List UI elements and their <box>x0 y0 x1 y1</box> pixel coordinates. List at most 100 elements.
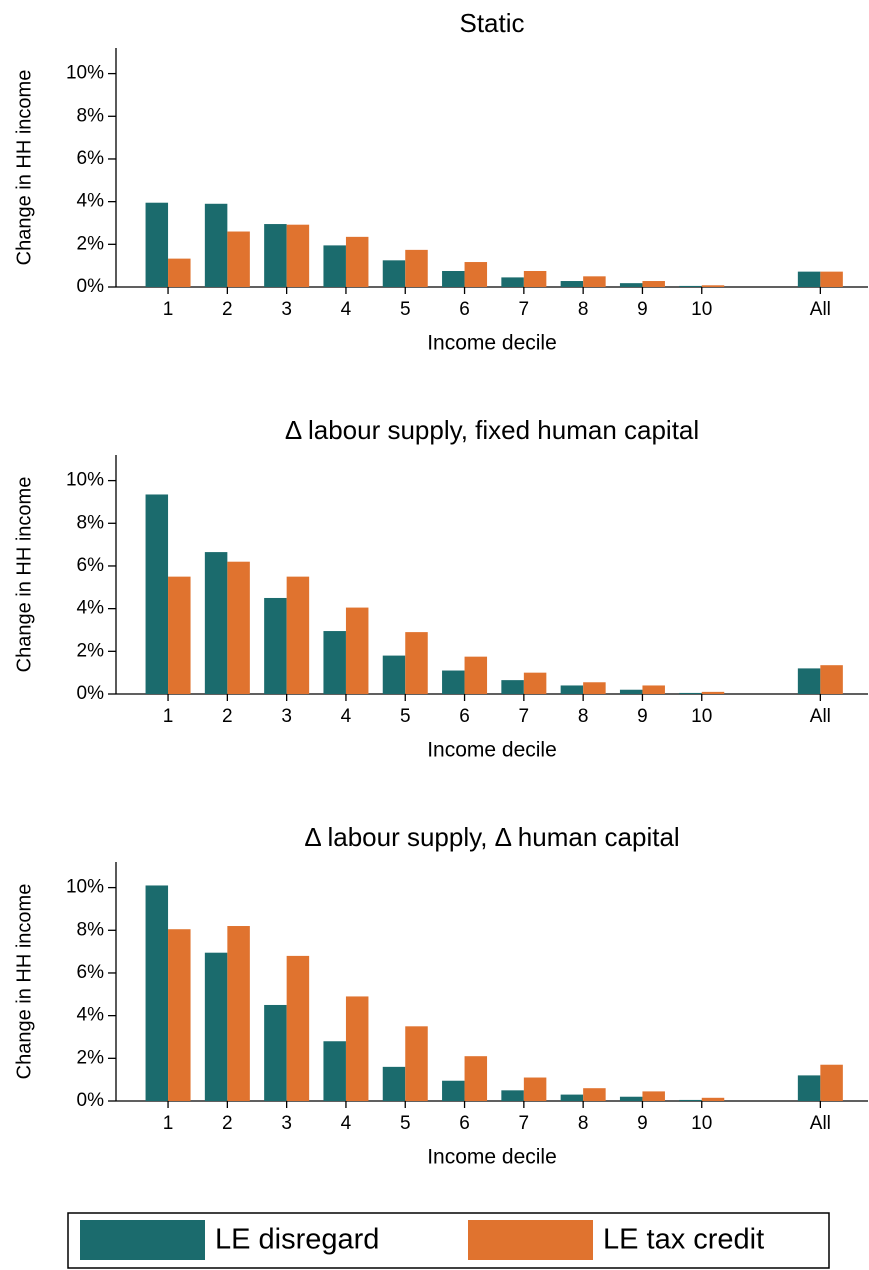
bar <box>168 929 191 1101</box>
x-tick-label: 8 <box>578 1113 589 1134</box>
y-tick-label: 4% <box>77 191 105 212</box>
chart-title: Δ labour supply, Δ human capital <box>304 822 679 852</box>
x-tick-label: 2 <box>222 1113 233 1134</box>
y-tick-label: 0% <box>77 276 105 297</box>
bar <box>583 682 606 694</box>
bar <box>323 631 346 694</box>
y-tick-label: 6% <box>77 148 105 169</box>
x-tick-label: 3 <box>281 706 292 727</box>
legend-label: LE disregard <box>215 1224 379 1256</box>
bar <box>204 952 228 1101</box>
bar <box>560 1094 584 1101</box>
bar <box>501 277 524 287</box>
bar <box>619 689 643 694</box>
x-tick-label: 8 <box>578 299 589 320</box>
bar <box>286 224 310 287</box>
bar <box>323 245 346 287</box>
y-tick-label: 2% <box>77 640 105 661</box>
x-tick-label: All <box>810 299 831 320</box>
bar <box>227 926 250 1101</box>
bar <box>145 202 169 287</box>
x-tick-label: 10 <box>691 706 712 727</box>
x-tick-label: 1 <box>163 706 174 727</box>
x-tick-label: 7 <box>519 706 530 727</box>
legend-box <box>67 1212 830 1269</box>
x-axis-label: Income decile <box>427 1146 557 1169</box>
x-tick-label: All <box>810 1113 831 1134</box>
bar <box>464 262 488 287</box>
y-tick-label: 6% <box>77 555 105 576</box>
bar <box>679 692 702 694</box>
y-axis-label: Change in HH income <box>13 477 35 673</box>
bar <box>204 552 228 694</box>
y-tick-label: 0% <box>77 1090 105 1111</box>
bar <box>264 224 287 287</box>
bar <box>227 561 250 694</box>
x-tick-label: 7 <box>519 299 530 320</box>
x-tick-label: 9 <box>637 706 648 727</box>
x-tick-label: 4 <box>341 299 352 320</box>
bar <box>619 283 643 287</box>
x-tick-label: 6 <box>459 1113 470 1134</box>
bar <box>701 691 725 694</box>
bar <box>382 655 406 694</box>
bar <box>168 576 191 694</box>
bar <box>168 258 191 287</box>
bar <box>820 665 843 694</box>
x-tick-label: 10 <box>691 299 712 320</box>
chart-title: Static <box>459 8 524 38</box>
bar <box>701 285 725 287</box>
bar <box>679 1099 702 1101</box>
bar <box>797 1075 821 1101</box>
bar <box>286 576 310 694</box>
bar <box>501 1090 524 1101</box>
y-tick-label: 6% <box>77 962 105 983</box>
x-tick-label: All <box>810 706 831 727</box>
bar <box>820 271 843 287</box>
y-tick-label: 8% <box>77 105 105 126</box>
bar <box>560 685 584 694</box>
legend-label: LE tax credit <box>603 1224 764 1256</box>
y-tick-label: 2% <box>77 233 105 254</box>
x-tick-label: 9 <box>637 299 648 320</box>
bar <box>405 249 428 287</box>
x-tick-label: 4 <box>341 706 352 727</box>
y-axis-label: Change in HH income <box>13 884 35 1080</box>
bar <box>523 1077 547 1101</box>
x-tick-label: 4 <box>341 1113 352 1134</box>
bar <box>583 1088 606 1101</box>
bar <box>145 494 169 694</box>
legend-swatch <box>468 1220 593 1260</box>
x-tick-label: 8 <box>578 706 589 727</box>
x-tick-label: 6 <box>459 706 470 727</box>
bar <box>642 685 665 694</box>
bar <box>442 1080 465 1101</box>
y-tick-label: 0% <box>77 683 105 704</box>
x-tick-label: 3 <box>281 1113 292 1134</box>
y-tick-label: 8% <box>77 512 105 533</box>
bar <box>642 281 665 287</box>
x-tick-label: 5 <box>400 1113 411 1134</box>
x-tick-label: 2 <box>222 299 233 320</box>
chart-title: Δ labour supply, fixed human capital <box>285 415 699 445</box>
bar <box>405 632 428 694</box>
bar <box>345 236 369 287</box>
x-tick-label: 10 <box>691 1113 712 1134</box>
x-tick-label: 1 <box>163 1113 174 1134</box>
bar <box>501 680 524 694</box>
y-tick-label: 10% <box>66 470 104 491</box>
x-axis-label: Income decile <box>427 739 557 762</box>
x-tick-label: 2 <box>222 706 233 727</box>
bar <box>227 231 250 287</box>
bar <box>442 270 465 287</box>
x-tick-label: 3 <box>281 299 292 320</box>
bar <box>323 1041 346 1101</box>
y-tick-label: 2% <box>77 1047 105 1068</box>
bar <box>820 1064 843 1101</box>
y-tick-label: 4% <box>77 1005 105 1026</box>
y-axis-label: Change in HH income <box>13 70 35 266</box>
bar <box>382 1066 406 1101</box>
bar <box>797 668 821 694</box>
y-tick-label: 10% <box>66 63 104 84</box>
